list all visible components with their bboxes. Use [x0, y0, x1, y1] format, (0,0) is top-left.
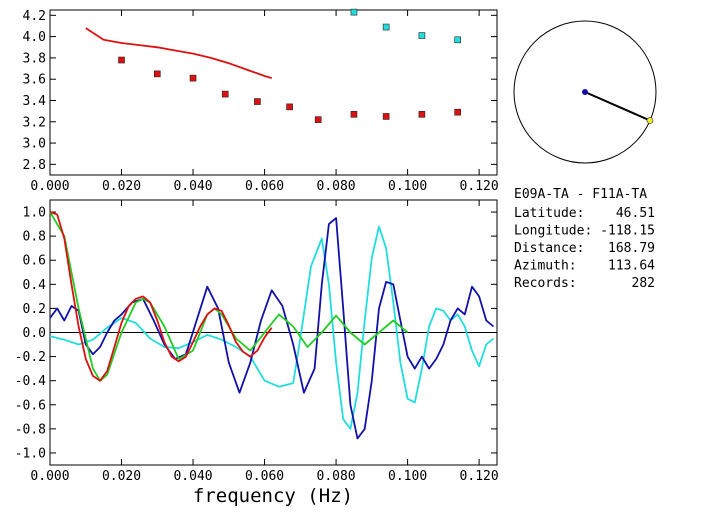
spectrum-axis-ticks: 0.000 0.020 0.040 0.060 0.080 0.100 0.120 1.0 0.…	[15, 200, 499, 484]
y-tick-label: 0.4	[23, 278, 47, 293]
pair-info-rows: Latitude: 46.51 Longitude: -118.15 Distance:…	[514, 206, 655, 291]
velocity-panel: 0.000 0.020 0.040 0.060 0.080 0.100 0.120 2.8 3.…	[23, 9, 499, 194]
y-tick-label: 4.2	[23, 9, 46, 24]
velocity-panel-frame	[49, 9, 498, 176]
y-tick-label: 3.6	[23, 73, 46, 88]
data-point-cyan	[382, 23, 390, 31]
data-point-cyan	[350, 8, 358, 16]
y-tick-label: 2.8	[23, 158, 46, 173]
data-point-red	[286, 103, 293, 111]
data-point-red	[153, 70, 161, 78]
x-tick-label: 0.020	[102, 469, 141, 484]
series-line-red	[49, 211, 273, 382]
data-point-red	[221, 90, 229, 98]
spectrum-x-axis-title: frequency (Hz)	[193, 485, 353, 507]
info-label: Records:	[514, 276, 577, 291]
info-value: 46.51	[616, 206, 655, 221]
data-point-red	[118, 56, 125, 64]
x-tick-label: 0.020	[102, 179, 141, 194]
polar-circle	[513, 20, 657, 164]
spectrum-panel: 0.000 0.020 0.040 0.060 0.080 0.100 0.120 1.0 0.…	[15, 199, 499, 507]
x-tick-label: 0.040	[173, 469, 212, 484]
x-tick-label: 0.080	[317, 469, 356, 484]
velocity-axis-ticks: 0.000 0.020 0.040 0.060 0.080 0.100 0.120 2.8 3.…	[23, 9, 499, 194]
y-tick-label: -0.6	[15, 398, 46, 413]
series-line-blue	[49, 217, 494, 440]
data-point-red	[189, 74, 197, 82]
x-tick-label: 0.120	[460, 469, 499, 484]
info-label: Distance:	[514, 241, 584, 256]
y-tick-label: 3.4	[23, 94, 47, 109]
x-tick-label: 0.040	[173, 179, 212, 194]
data-point-red	[254, 98, 261, 105]
spectrum-series	[49, 211, 497, 440]
y-tick-label: 4.0	[23, 30, 46, 45]
data-point-cyan	[418, 32, 426, 39]
station-pair-info: E09A-TA - F11A-TA Latitude: 46.51 Longitud…	[514, 187, 655, 291]
x-tick-label: 0.000	[30, 469, 69, 484]
y-tick-label: 3.8	[23, 51, 46, 66]
y-tick-label: -0.2	[15, 350, 46, 365]
y-tick-label: 0.2	[23, 302, 46, 317]
data-point-cyan	[454, 36, 461, 44]
info-value: 113.64	[608, 259, 655, 274]
pair-title: E09A-TA - F11A-TA	[514, 187, 647, 202]
y-tick-label: 0.8	[23, 230, 46, 245]
velocity-series	[85, 8, 461, 123]
y-tick-label: 0.6	[23, 254, 46, 269]
x-tick-label: 0.060	[245, 469, 284, 484]
data-point-red	[454, 108, 461, 116]
y-tick-label: -1.0	[15, 446, 46, 461]
x-tick-label: 0.100	[388, 179, 427, 194]
polar-center-marker	[582, 89, 588, 95]
info-label: Latitude:	[514, 206, 584, 221]
data-point-red	[314, 116, 322, 123]
x-tick-label: 0.060	[245, 179, 284, 194]
info-value: 168.79	[608, 241, 655, 256]
azimuth-line	[584, 91, 651, 122]
y-tick-label: 3.0	[23, 137, 46, 152]
data-point-red	[418, 111, 426, 118]
info-value: -118.15	[600, 224, 655, 239]
info-label: Azimuth:	[514, 259, 577, 274]
x-tick-label: 0.120	[460, 179, 499, 194]
x-tick-label: 0.100	[388, 469, 427, 484]
x-tick-label: 0.000	[30, 179, 69, 194]
y-tick-label: -0.4	[15, 374, 46, 389]
info-label: Longitude:	[514, 224, 592, 239]
series-line-red	[85, 27, 272, 79]
series-line-cyan	[49, 225, 494, 430]
polar-end-marker	[646, 117, 654, 124]
x-tick-label: 0.080	[317, 179, 356, 194]
info-value: 282	[632, 276, 655, 291]
data-point-red	[350, 111, 358, 118]
y-tick-label: 3.2	[23, 115, 46, 130]
y-tick-label: 0.0	[23, 326, 46, 341]
y-tick-label: -0.8	[15, 422, 46, 437]
series-line-green	[49, 211, 409, 382]
y-tick-label: 1.0	[23, 206, 46, 221]
data-point-red	[382, 113, 390, 120]
azimuth-polar-plot	[513, 20, 657, 164]
